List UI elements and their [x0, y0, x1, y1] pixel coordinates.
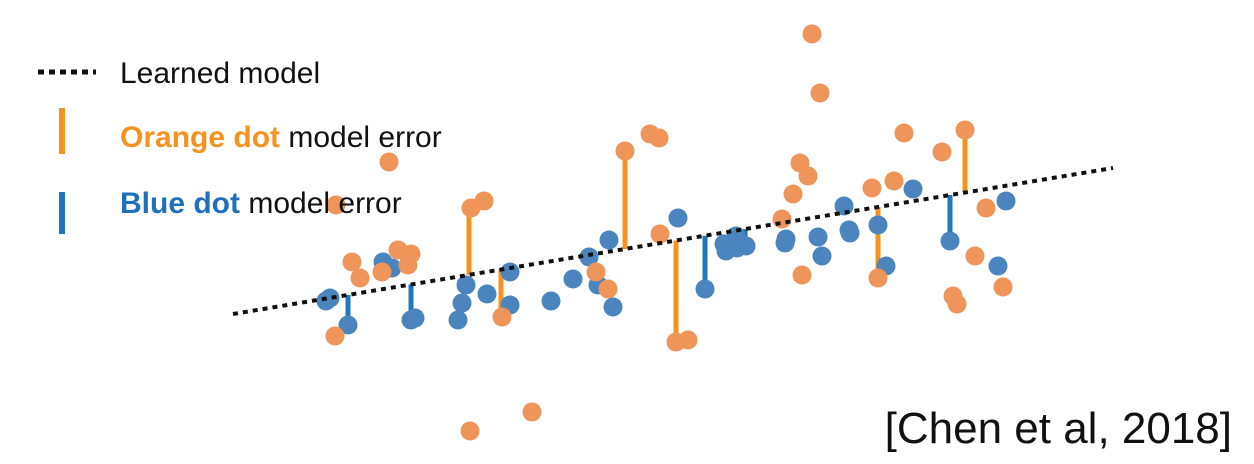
- blue-dot-28: [695, 279, 715, 299]
- blue-dot-5: [868, 215, 888, 235]
- legend-blue-error-swatch: [59, 192, 65, 234]
- learned-model-line: [232, 166, 1114, 316]
- orange-dot-26: [586, 262, 606, 282]
- orange-dot-27: [792, 265, 812, 285]
- orange-dot-13: [884, 171, 904, 191]
- legend-orange-keyword: Orange dot: [120, 121, 281, 154]
- blue-dot-37: [448, 310, 468, 330]
- blue-dot-30: [541, 291, 561, 311]
- orange-dot-11: [783, 184, 803, 204]
- orange-dot-5: [615, 141, 635, 161]
- blue-dot-1: [996, 191, 1016, 211]
- orange-dot-34: [492, 307, 512, 327]
- orange-dot-29: [868, 268, 888, 288]
- blue-dot-38: [338, 315, 358, 335]
- blue-dot-25: [456, 275, 476, 295]
- orange-dot-0: [802, 24, 822, 44]
- orange-dot-24: [372, 262, 392, 282]
- orange-dot-32: [993, 277, 1013, 297]
- legend-dotted-line-swatch: [38, 69, 96, 75]
- dots-layer: [316, 24, 1016, 441]
- orange-dot-4: [649, 128, 669, 148]
- orange-dot-37: [678, 330, 698, 350]
- blue-dot-27: [477, 284, 497, 304]
- legend-label-blue-error: Blue dot model error: [120, 186, 402, 222]
- blue-dot-23: [500, 262, 520, 282]
- blue-dot-34: [603, 297, 623, 317]
- blue-dot-12: [727, 238, 747, 258]
- blue-dot-15: [775, 233, 795, 253]
- orange-dot-1: [810, 83, 830, 103]
- blue-dot-14: [808, 227, 828, 247]
- blue-dot-17: [579, 247, 599, 267]
- blue-dot-18: [812, 246, 832, 266]
- orange-dot-12: [862, 178, 882, 198]
- orange-dot-7: [955, 120, 975, 140]
- blue-dot-22: [988, 256, 1008, 276]
- orange-dot-30: [598, 279, 618, 299]
- orange-dot-16: [326, 195, 346, 215]
- legend-label-orange-error: Orange dot model error: [120, 120, 442, 156]
- blue-dot-3: [668, 208, 688, 228]
- orange-dot-19: [650, 224, 670, 244]
- orange-dot-25: [350, 268, 370, 288]
- blue-dot-16: [940, 231, 960, 251]
- orange-dot-6: [894, 123, 914, 143]
- blue-dot-6: [840, 223, 860, 243]
- orange-dot-22: [342, 252, 362, 272]
- orange-dot-23: [398, 255, 418, 275]
- orange-dot-38: [522, 402, 542, 422]
- orange-dot-28: [965, 246, 985, 266]
- orange-dot-15: [461, 198, 481, 218]
- blue-dot-24: [563, 269, 583, 289]
- orange-dot-18: [772, 209, 792, 229]
- citation: [Chen et al, 2018]: [884, 404, 1232, 453]
- orange-dot-33: [947, 294, 967, 314]
- legend-orange-error-swatch: [59, 108, 65, 154]
- blue-dot-7: [599, 230, 619, 250]
- legend-orange-rest: model error: [280, 121, 442, 154]
- legend-label-learned-model: Learned model: [120, 57, 321, 90]
- blue-dot-0: [903, 179, 923, 199]
- orange-dot-2: [379, 152, 399, 172]
- orange-dot-10: [798, 166, 818, 186]
- orange-dot-39: [460, 421, 480, 441]
- orange-dot-17: [976, 198, 996, 218]
- legend-blue-keyword: Blue dot: [120, 187, 240, 220]
- blue-dot-36: [401, 310, 421, 330]
- orange-dot-35: [325, 326, 345, 346]
- legend-blue-rest: model error: [240, 187, 402, 220]
- orange-dot-8: [932, 142, 952, 162]
- blue-dot-32: [452, 293, 472, 313]
- blue-dot-31: [316, 291, 336, 311]
